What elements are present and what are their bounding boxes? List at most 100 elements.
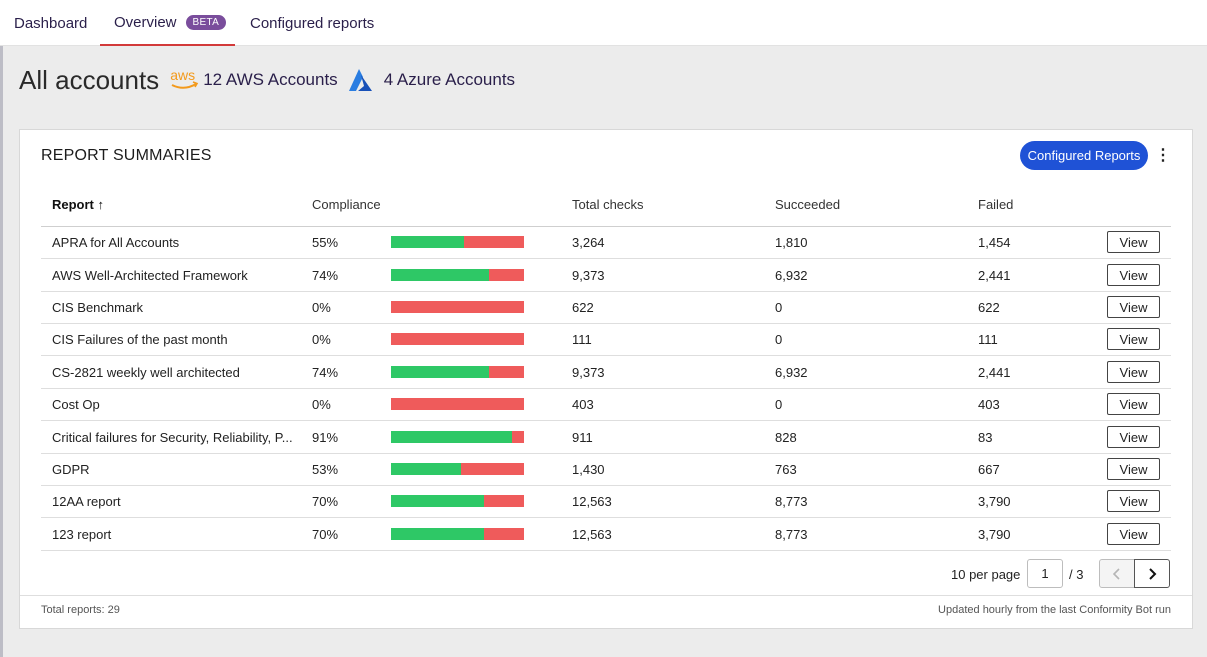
succeeded-count: 0 bbox=[775, 332, 783, 347]
compliance-percent: 70% bbox=[312, 527, 339, 542]
aws-logo-icon: aws bbox=[169, 67, 199, 93]
failed-count: 111 bbox=[978, 332, 998, 347]
total-checks: 622 bbox=[572, 300, 594, 315]
view-button[interactable]: View bbox=[1107, 264, 1160, 286]
column-header-report[interactable]: Report ↑ bbox=[52, 197, 104, 212]
compliance-percent: 70% bbox=[312, 494, 339, 509]
footer-divider bbox=[20, 595, 1192, 596]
view-button[interactable]: View bbox=[1107, 328, 1160, 350]
compliance-bar bbox=[391, 431, 524, 443]
view-button[interactable]: View bbox=[1107, 231, 1160, 253]
total-checks: 111 bbox=[572, 332, 592, 347]
column-header-compliance: Compliance bbox=[312, 197, 381, 212]
total-checks: 9,373 bbox=[572, 268, 605, 283]
report-name: Critical failures for Security, Reliabil… bbox=[52, 430, 293, 445]
failed-count: 3,790 bbox=[978, 494, 1011, 509]
aws-accounts-link[interactable]: 12 AWS Accounts bbox=[203, 70, 338, 89]
succeeded-count: 828 bbox=[775, 430, 797, 445]
total-checks: 911 bbox=[572, 430, 593, 445]
view-button[interactable]: View bbox=[1107, 426, 1160, 448]
per-page-label: 10 per page bbox=[951, 566, 1021, 582]
succeeded-count: 1,810 bbox=[775, 235, 808, 250]
compliance-bar-fill bbox=[391, 269, 490, 281]
tab-configured-reports[interactable]: Configured reports bbox=[250, 0, 374, 46]
tab-dashboard[interactable]: Dashboard bbox=[14, 0, 87, 46]
total-checks: 12,563 bbox=[572, 527, 612, 542]
table-row: APRA for All Accounts 55% 3,264 1,810 1,454 V… bbox=[41, 227, 1171, 259]
page-number-input[interactable] bbox=[1027, 559, 1063, 588]
compliance-bar bbox=[391, 463, 524, 475]
view-button[interactable]: View bbox=[1107, 361, 1160, 383]
total-reports-label: Total reports: 29 bbox=[41, 604, 120, 616]
compliance-bar bbox=[391, 495, 524, 507]
column-header-succeeded: Succeeded bbox=[775, 197, 841, 212]
report-name: CIS Benchmark bbox=[52, 300, 144, 315]
failed-count: 1,454 bbox=[978, 235, 1011, 250]
compliance-bar-fill bbox=[391, 495, 485, 507]
compliance-bar-fill bbox=[391, 528, 485, 540]
page-header: All accounts aws 12 AWS Accounts 4 Azure… bbox=[19, 60, 523, 100]
header-divider bbox=[41, 226, 1171, 227]
chevron-left-icon bbox=[1112, 567, 1120, 580]
compliance-percent: 0% bbox=[312, 332, 331, 347]
table-row: Critical failures for Security, Reliabil… bbox=[41, 422, 1171, 454]
card-title: REPORT SUMMARIES bbox=[41, 147, 212, 164]
compliance-bar bbox=[391, 269, 524, 281]
failed-count: 667 bbox=[978, 462, 1000, 477]
column-header-failed: Failed bbox=[978, 197, 1014, 212]
compliance-bar bbox=[391, 301, 524, 313]
compliance-bar bbox=[391, 528, 524, 540]
succeeded-count: 0 bbox=[775, 300, 783, 315]
top-navigation: Dashboard Overview BETA Configured repor… bbox=[0, 0, 1207, 46]
succeeded-count: 0 bbox=[775, 397, 783, 412]
compliance-percent: 53% bbox=[312, 462, 339, 477]
more-vertical-icon[interactable]: ⋮ bbox=[1155, 147, 1171, 164]
compliance-bar-fill bbox=[391, 463, 462, 475]
view-button[interactable]: View bbox=[1107, 393, 1160, 415]
compliance-bar-fill bbox=[391, 431, 513, 443]
view-button[interactable]: View bbox=[1107, 523, 1160, 545]
next-page-button[interactable] bbox=[1134, 559, 1170, 588]
report-summaries-card: REPORT SUMMARIES Configured Reports ⋮ Re… bbox=[19, 129, 1193, 629]
update-note: Updated hourly from the last Conformity … bbox=[938, 604, 1171, 616]
previous-page-button[interactable] bbox=[1099, 559, 1135, 588]
view-button[interactable]: View bbox=[1107, 458, 1160, 480]
compliance-bar-fill bbox=[391, 366, 490, 378]
report-name: APRA for All Accounts bbox=[52, 235, 180, 250]
report-name: GDPR bbox=[52, 462, 90, 477]
compliance-percent: 74% bbox=[312, 268, 339, 283]
window-edge bbox=[0, 0, 3, 657]
failed-count: 2,441 bbox=[978, 268, 1011, 283]
view-button[interactable]: View bbox=[1107, 490, 1160, 512]
report-name: 123 report bbox=[52, 527, 112, 542]
failed-count: 83 bbox=[978, 430, 993, 445]
table-row: GDPR 53% 1,430 763 667 View bbox=[41, 454, 1171, 486]
compliance-bar bbox=[391, 236, 524, 248]
compliance-bar-fill bbox=[391, 236, 465, 248]
compliance-percent: 74% bbox=[312, 365, 339, 380]
total-checks: 9,373 bbox=[572, 365, 605, 380]
beta-badge: BETA bbox=[185, 14, 227, 30]
tab-dashboard-label: Dashboard bbox=[14, 14, 88, 32]
table-row: AWS Well-Architected Framework 74% 9,373 6,… bbox=[41, 260, 1171, 292]
tab-overview[interactable]: Overview BETA bbox=[100, 0, 235, 46]
azure-logo-icon bbox=[348, 69, 372, 91]
table-row: CIS Benchmark 0% 622 0 622 View bbox=[41, 292, 1171, 324]
total-checks: 403 bbox=[572, 397, 594, 412]
table-row: Cost Op 0% 403 0 403 View bbox=[41, 389, 1171, 421]
compliance-percent: 0% bbox=[312, 300, 331, 315]
compliance-bar bbox=[391, 333, 524, 345]
succeeded-count: 6,932 bbox=[775, 268, 808, 283]
table-row: 123 report 70% 12,563 8,773 3,790 View bbox=[41, 519, 1171, 551]
azure-accounts-link[interactable]: 4 Azure Accounts bbox=[383, 70, 516, 89]
configured-reports-button[interactable]: Configured Reports bbox=[1020, 141, 1148, 170]
compliance-percent: 91% bbox=[312, 430, 339, 445]
report-name: 12AA report bbox=[52, 494, 121, 509]
total-checks: 1,430 bbox=[572, 462, 605, 477]
view-button[interactable]: View bbox=[1107, 296, 1160, 318]
total-pages-label: / 3 bbox=[1069, 566, 1084, 582]
compliance-percent: 55% bbox=[312, 235, 339, 250]
succeeded-count: 8,773 bbox=[775, 494, 808, 509]
table-row: CS-2821 weekly well architected 74% 9,373 6… bbox=[41, 357, 1171, 389]
compliance-bar bbox=[391, 366, 524, 378]
